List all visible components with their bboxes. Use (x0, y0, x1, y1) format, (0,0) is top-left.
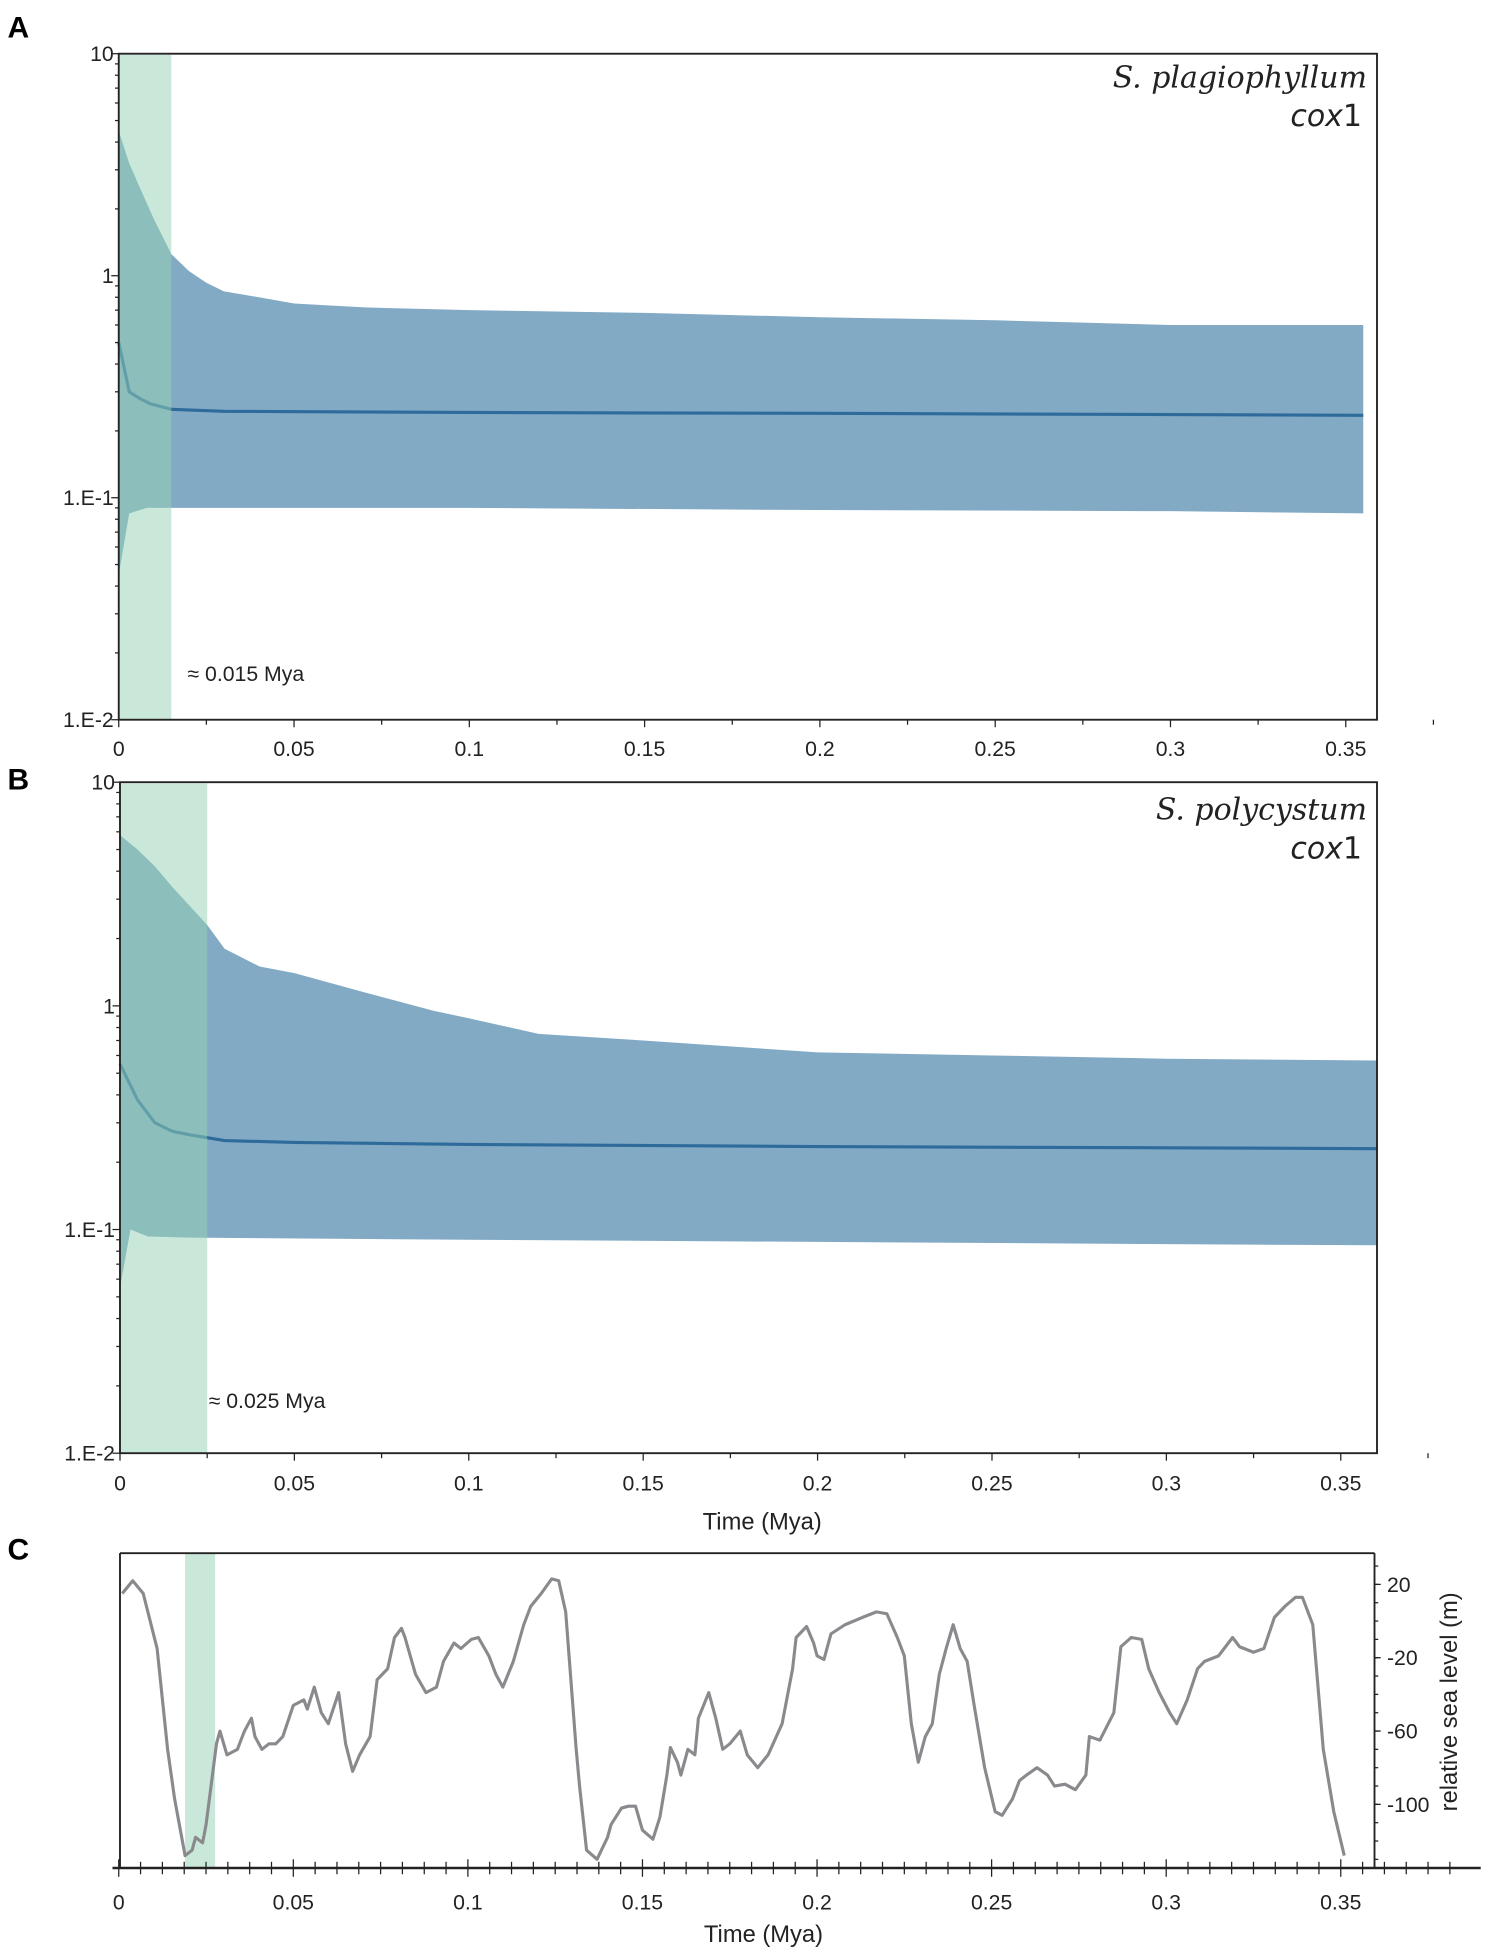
x-axis-title-b: Time (Mya) (703, 1509, 822, 1535)
x-tick-label: 0.25 (971, 1890, 1012, 1914)
y-axis-title-c: relative sea level (m) (1437, 1592, 1463, 1811)
x-tick-label: 0.35 (1325, 737, 1366, 761)
x-tick-label: 0.3 (1152, 1472, 1182, 1496)
gene-name-a: cox (1290, 99, 1343, 134)
panel-b-marks: 0 0.05 0.1 0.15 0.2 0.25 0.3 0.35 10 1 1.E-1 1.E-2 (64, 771, 1429, 1496)
x-tick-label: 0 (114, 1472, 126, 1496)
x-tick-label: 0.05 (273, 737, 314, 761)
panel-c-marks: 0 0.05 0.1 0.15 0.2 0.25 0.3 0.35 20 -20 -60 -100 (112, 1552, 1481, 1914)
y-tick-label: 1 (102, 264, 114, 288)
x-tick-label: 0.35 (1320, 1472, 1361, 1496)
x-tick-label: 0.1 (454, 1472, 484, 1496)
y-tick-label: 1.E-1 (64, 1218, 115, 1242)
x-tick-label: 0.25 (971, 1472, 1012, 1496)
x-tick-label: 0.15 (622, 1890, 663, 1914)
species-label-a: S. plagiophyllum (1113, 60, 1367, 95)
panel-a-marks: 0 0.05 0.1 0.15 0.2 0.25 0.3 0.35 10 1 1.E-1 1.E-2 (63, 42, 1435, 761)
panel-a: A 0 0.05 0.1 0.15 0.2 0.25 0.3 0.35 10 1 1.E-1 1.E-… (8, 11, 1435, 761)
panel-c: C 0 0.05 0.1 0.15 0.2 0.25 0.3 0.35 20 -20 -60 -100… (8, 1533, 1481, 1948)
plot-frame (117, 52, 1378, 721)
x-tick-label: 0.25 (975, 737, 1016, 761)
panel-letter-a: A (8, 11, 30, 44)
x-tick-label: 0.15 (624, 737, 665, 761)
credible-interval-band (119, 835, 1378, 1288)
gene-suffix-b: 1 (1343, 831, 1362, 866)
gene-label-a: cox1 (1290, 99, 1362, 134)
credible-interval-band (118, 130, 1364, 575)
panel-letter-c: C (8, 1533, 30, 1566)
panel-letter-b: B (8, 764, 30, 797)
x-tick-label: 0.05 (273, 1890, 314, 1914)
highlight-region (185, 1553, 216, 1869)
highlight-label-b: ≈ 0.025 Mya (209, 1389, 326, 1413)
gene-suffix-a: 1 (1343, 99, 1362, 134)
x-tick-label: 0 (113, 1890, 125, 1914)
x-axis-title-c: Time (Mya) (704, 1922, 823, 1948)
y-tick-label: 10 (91, 771, 115, 795)
x-tick-label: 0.3 (1151, 1890, 1181, 1914)
x-tick-label: 0.1 (455, 737, 485, 761)
x-tick-label: 0.1 (453, 1890, 483, 1914)
x-tick-label: 0 (113, 737, 125, 761)
x-tick-label: 0.2 (802, 1890, 832, 1914)
y-tick-label: -100 (1387, 1793, 1430, 1817)
x-tick-label: 0.35 (1320, 1890, 1361, 1914)
y-tick-label: 20 (1387, 1573, 1411, 1597)
x-tick-label: 0.05 (274, 1472, 315, 1496)
panel-b: B 0 0.05 0.1 0.15 0.2 0.25 0.3 0.35 10 1 1.E-1 1.E-… (8, 764, 1429, 1535)
y-tick-label: 1 (103, 994, 115, 1018)
highlight-region (119, 783, 208, 1454)
gene-name-b: cox (1290, 831, 1343, 866)
y-tick-label: 1.E-1 (63, 486, 114, 510)
highlight-region (118, 54, 172, 720)
y-tick-label: 1.E-2 (63, 708, 114, 732)
gene-label-b: cox1 (1290, 831, 1362, 866)
sea-level-line (121, 1577, 1346, 1861)
y-tick-label: 10 (90, 42, 114, 66)
species-label-b: S. polycystum (1156, 793, 1367, 828)
y-tick-label: 1.E-2 (64, 1442, 115, 1466)
x-tick-label: 0.2 (805, 737, 835, 761)
highlight-label-a: ≈ 0.015 Mya (187, 662, 304, 686)
plot-frame (119, 781, 1378, 1455)
x-tick-label: 0.3 (1156, 737, 1186, 761)
y-tick-label: -60 (1387, 1720, 1418, 1744)
y-tick-label: -20 (1387, 1646, 1418, 1670)
x-tick-label: 0.15 (623, 1472, 664, 1496)
x-tick-label: 0.2 (803, 1472, 833, 1496)
